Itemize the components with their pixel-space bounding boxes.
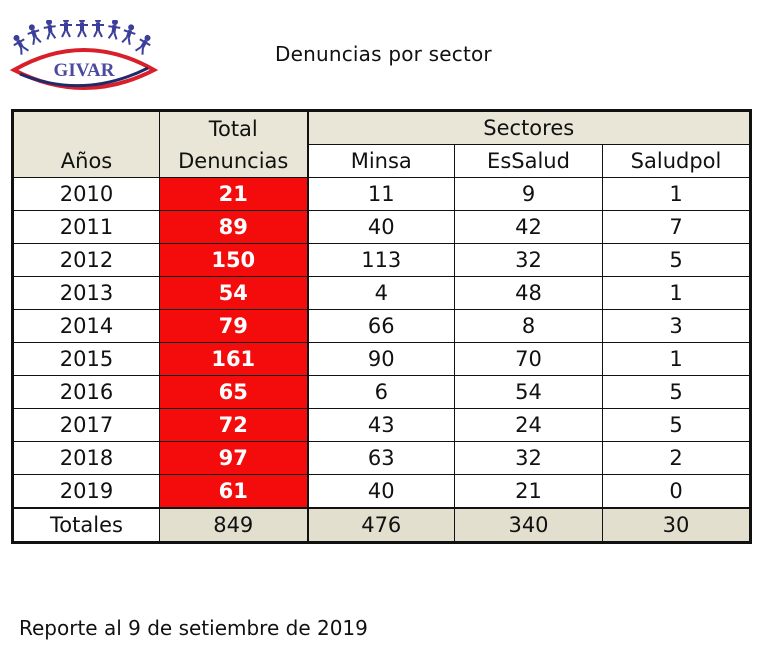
table-row: 2017 72 43 24 5: [12, 408, 751, 442]
saludpol-cell: 0: [602, 474, 751, 509]
minsa-cell: 40: [306, 474, 455, 509]
saludpol-cell: 1: [602, 342, 751, 376]
table-row: 2019 61 40 21 0: [12, 474, 751, 509]
minsa-cell: 113: [306, 243, 455, 277]
saludpol-cell: 3: [602, 309, 751, 343]
report-footnote: Reporte al 9 de setiembre de 2019: [19, 616, 368, 640]
header-minsa: Minsa: [306, 144, 455, 178]
essalud-cell: 24: [454, 408, 603, 442]
totals-essalud: 340: [454, 507, 603, 543]
year-cell: 2011: [12, 210, 160, 244]
header-total: Total Denuncias: [159, 110, 308, 178]
totals-label: Totales: [12, 507, 160, 543]
table-row: 2012 150 113 32 5: [12, 243, 751, 277]
total-cell: 61: [159, 474, 308, 509]
year-cell: 2016: [12, 375, 160, 409]
total-cell: 150: [159, 243, 308, 277]
minsa-cell: 63: [306, 441, 455, 475]
year-cell: 2015: [12, 342, 160, 376]
year-cell: 2014: [12, 309, 160, 343]
logo-text: GIVAR: [54, 60, 115, 81]
table-row: 2014 79 66 8 3: [12, 309, 751, 343]
saludpol-cell: 1: [602, 177, 751, 211]
year-cell: 2010: [12, 177, 160, 211]
total-cell: 89: [159, 210, 308, 244]
total-cell: 97: [159, 441, 308, 475]
essalud-cell: 32: [454, 243, 603, 277]
year-cell: 2013: [12, 276, 160, 310]
minsa-cell: 90: [306, 342, 455, 376]
people-icons: [13, 20, 151, 55]
total-cell: 65: [159, 375, 308, 409]
essalud-cell: 54: [454, 375, 603, 409]
saludpol-cell: 5: [602, 375, 751, 409]
essalud-cell: 70: [454, 342, 603, 376]
minsa-cell: 40: [306, 210, 455, 244]
totals-row: Totales 849 476 340 30: [12, 507, 751, 543]
saludpol-cell: 1: [602, 276, 751, 310]
total-cell: 161: [159, 342, 308, 376]
essalud-cell: 48: [454, 276, 603, 310]
saludpol-cell: 5: [602, 243, 751, 277]
givar-logo: GIVAR: [9, 20, 159, 90]
essalud-cell: 8: [454, 309, 603, 343]
year-cell: 2018: [12, 441, 160, 475]
table-row: 2011 89 40 42 7: [12, 210, 751, 244]
header-total-line2: Denuncias: [178, 148, 289, 173]
header-row-1: Años Total Denuncias Sectores: [12, 110, 751, 178]
total-cell: 72: [159, 408, 308, 442]
minsa-cell: 66: [306, 309, 455, 343]
saludpol-cell: 7: [602, 210, 751, 244]
minsa-cell: 11: [306, 177, 455, 211]
table-row: 2010 21 11 9 1: [12, 177, 751, 211]
header-sectores: Sectores: [306, 110, 751, 145]
year-cell: 2012: [12, 243, 160, 277]
header-years: Años: [12, 110, 160, 178]
saludpol-cell: 5: [602, 408, 751, 442]
table-row: 2016 65 6 54 5: [12, 375, 751, 409]
header-total-line1: Total: [208, 116, 258, 141]
header-row-2: Minsa EsSalud Saludpol: [13, 144, 751, 178]
total-cell: 79: [159, 309, 308, 343]
essalud-cell: 9: [454, 177, 603, 211]
table-row: 2018 97 63 32 2: [12, 441, 751, 475]
total-cell: 54: [159, 276, 308, 310]
header-essalud: EsSalud: [454, 144, 603, 178]
totals-total: 849: [159, 507, 308, 543]
table-row: 2013 54 4 48 1: [12, 276, 751, 310]
table-row: 2015 161 90 70 1: [12, 342, 751, 376]
totals-minsa: 476: [306, 507, 455, 543]
totals-saludpol: 30: [602, 507, 751, 543]
total-cell: 21: [159, 177, 308, 211]
essalud-cell: 21: [454, 474, 603, 509]
minsa-cell: 43: [306, 408, 455, 442]
minsa-cell: 4: [306, 276, 455, 310]
year-cell: 2019: [12, 474, 160, 509]
page-title: Denuncias por sector: [275, 42, 492, 66]
denuncias-table: Años Total Denuncias Sectores Minsa EsSa…: [11, 109, 752, 544]
essalud-cell: 32: [454, 441, 603, 475]
minsa-cell: 6: [306, 375, 455, 409]
saludpol-cell: 2: [602, 441, 751, 475]
essalud-cell: 42: [454, 210, 603, 244]
year-cell: 2017: [12, 408, 160, 442]
eye-swoosh-icon: [19, 66, 149, 88]
header-saludpol: Saludpol: [602, 144, 751, 178]
